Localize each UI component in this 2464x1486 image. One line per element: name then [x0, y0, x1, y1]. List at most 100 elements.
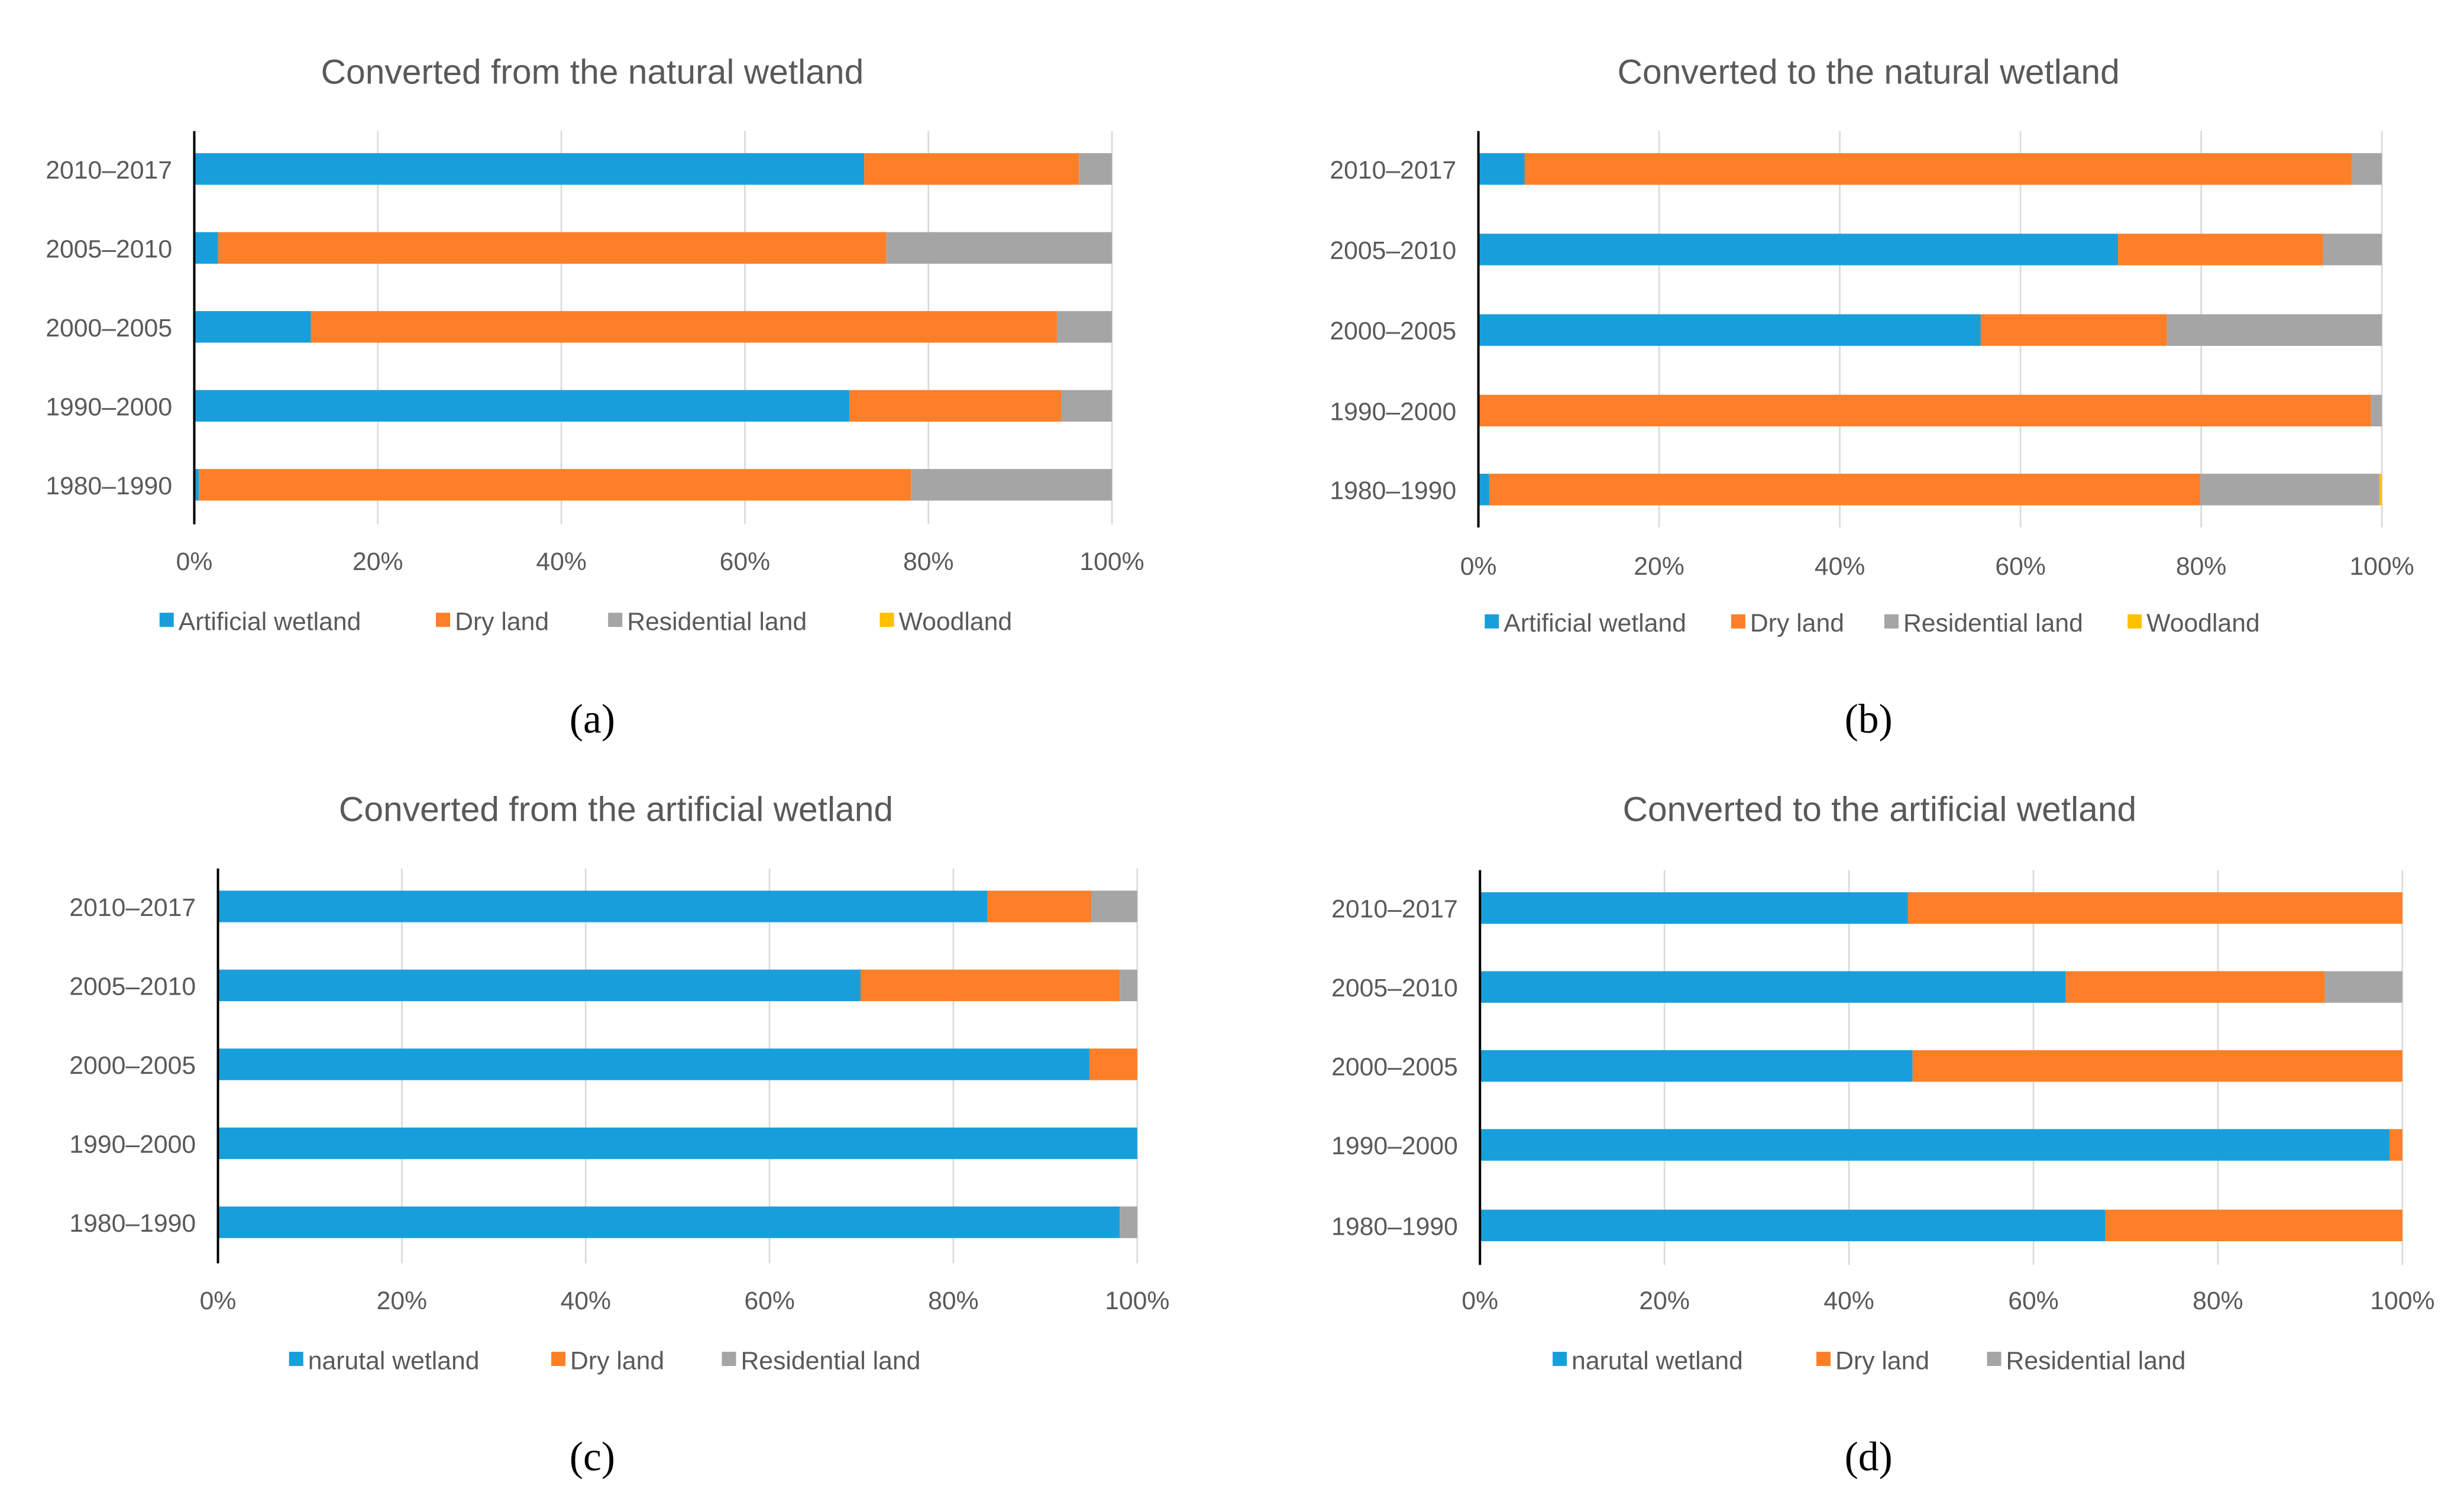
y-category-label: 2000–2005: [1331, 1053, 1458, 1082]
legend-label: Dry land: [570, 1346, 664, 1375]
chart-panel-a: Converted from the natural wetland 0% 20% 4…: [46, 53, 1144, 743]
legend-label: Woodland: [2146, 609, 2260, 637]
bar-segment-narutal-wetland: [1480, 892, 1908, 924]
y-category-label: 2000–2005: [69, 1051, 196, 1080]
x-tick-label: 60%: [744, 1287, 795, 1315]
legend-swatch: [1987, 1352, 2001, 1367]
legend-label: narutal wetland: [308, 1346, 480, 1375]
x-tick-label: 100%: [1105, 1287, 1169, 1315]
bar-segment-artificial-wetland: [194, 390, 850, 422]
legend-swatch: [159, 613, 174, 627]
bar-segment-residential-land: [1091, 891, 1137, 922]
panel-caption: (d): [1845, 1434, 1893, 1479]
bar-segment-dry-land: [860, 969, 1120, 1002]
bar-segment-dry-land: [1478, 394, 2371, 427]
y-category-label: 1990–2000: [1331, 1132, 1458, 1160]
bar-segment-dry-land: [199, 469, 911, 501]
y-category-label: 1980–1990: [1330, 477, 1456, 505]
legend-swatch: [1553, 1352, 1567, 1367]
legend-swatch: [879, 613, 894, 627]
panel-caption: (a): [570, 697, 615, 742]
x-tick-label: 0%: [1461, 1287, 1498, 1315]
y-category-label: 2010–2017: [46, 156, 172, 184]
bar-segment-residential-land: [1120, 1206, 1137, 1238]
bar-segment-dry-land: [1489, 474, 2201, 506]
y-category-label: 2005–2010: [69, 972, 196, 1001]
bar-segment-dry-land: [2065, 971, 2325, 1003]
bar-segment-residential-land: [2371, 394, 2382, 427]
bar-segment-artificial-wetland: [1478, 234, 2119, 266]
legend-swatch: [1731, 614, 1745, 629]
legend-swatch: [608, 613, 623, 627]
legend-label: Artificial wetland: [179, 608, 361, 636]
bar-segment-narutal-wetland: [218, 1127, 1137, 1160]
x-tick-label: 100%: [2350, 552, 2414, 581]
bar-segment-narutal-wetland: [1480, 1129, 2390, 1161]
legend-swatch: [551, 1352, 566, 1367]
legend-label: Residential land: [2006, 1346, 2186, 1375]
x-tick-label: 60%: [720, 548, 771, 576]
y-category-label: 1980–1990: [69, 1209, 196, 1238]
bar-segment-residential-land: [1061, 390, 1113, 422]
legend-swatch: [1884, 614, 1899, 629]
legend-label: Residential land: [1903, 609, 2083, 637]
bar-segment-residential-land: [1120, 969, 1137, 1002]
y-category-label: 1980–1990: [46, 472, 172, 500]
bar-segment-narutal-wetland: [1480, 971, 2066, 1003]
bar-segment-dry-land: [1912, 1050, 2402, 1082]
bar-segment-residential-land: [2323, 234, 2382, 266]
legend-label: Dry land: [1750, 609, 1844, 637]
bar-segment-artificial-wetland: [194, 469, 199, 501]
y-category-label: 2010–2017: [1330, 156, 1456, 184]
bar-segment-dry-land: [864, 153, 1079, 185]
bar-segment-artificial-wetland: [1478, 314, 1981, 346]
legend-label: narutal wetland: [1571, 1346, 1743, 1375]
bar-segment-artificial-wetland: [194, 311, 311, 343]
x-tick-label: 100%: [2370, 1287, 2434, 1315]
bar-segment-narutal-wetland: [218, 1206, 1120, 1238]
x-tick-label: 40%: [1815, 552, 1865, 581]
y-category-label: 1990–2000: [46, 393, 172, 421]
x-tick-label: 80%: [2176, 552, 2227, 581]
legend-swatch: [1485, 614, 1499, 629]
x-tick-label: 80%: [903, 548, 954, 576]
chart-panel-c: Converted from the artificial wetland 0% 2…: [69, 791, 1169, 1480]
legend-swatch: [722, 1352, 736, 1367]
panel-caption: (c): [570, 1434, 615, 1479]
y-category-label: 1990–2000: [69, 1131, 196, 1159]
y-category-label: 2005–2010: [46, 235, 172, 263]
bar-segment-residential-land: [2352, 153, 2382, 185]
x-tick-label: 20%: [353, 548, 403, 576]
legend-label: Dry land: [1835, 1346, 1929, 1375]
legend-swatch: [2127, 614, 2142, 629]
legend-swatch: [289, 1352, 303, 1367]
bar-segment-artificial-wetland: [1478, 153, 1525, 185]
bar-segment-artificial-wetland: [194, 232, 218, 264]
bar-segment-artificial-wetland: [1478, 474, 1489, 506]
bar-segment-narutal-wetland: [1480, 1209, 2106, 1242]
x-tick-label: 40%: [1823, 1287, 1874, 1315]
x-tick-label: 100%: [1079, 548, 1144, 576]
bar-segment-narutal-wetland: [218, 969, 861, 1002]
x-tick-label: 0%: [200, 1287, 237, 1315]
x-tick-label: 60%: [2008, 1287, 2059, 1315]
chart-title: Converted to the artificial wetland: [1623, 791, 2137, 829]
bar-segment-dry-land: [311, 311, 1057, 343]
bar-segment-artificial-wetland: [194, 153, 865, 185]
bar-segment-dry-land: [1089, 1048, 1137, 1080]
chart-title: Converted to the natural wetland: [1618, 53, 2120, 92]
chart-title: Converted from the artificial wetland: [339, 791, 893, 829]
y-category-label: 2000–2005: [1330, 317, 1456, 345]
bar-segment-dry-land: [1980, 314, 2167, 346]
bar-segment-woodland: [2379, 474, 2382, 506]
x-tick-label: 80%: [928, 1287, 979, 1315]
legend-label: Residential land: [627, 608, 807, 636]
x-tick-label: 0%: [176, 548, 213, 576]
x-tick-label: 40%: [536, 548, 587, 576]
bar-segment-dry-land: [987, 891, 1092, 922]
y-category-label: 1980–1990: [1331, 1212, 1458, 1241]
x-tick-label: 40%: [560, 1287, 611, 1315]
bar-segment-residential-land: [911, 469, 1113, 501]
bar-segment-dry-land: [2105, 1209, 2402, 1242]
y-category-label: 2010–2017: [69, 893, 196, 922]
